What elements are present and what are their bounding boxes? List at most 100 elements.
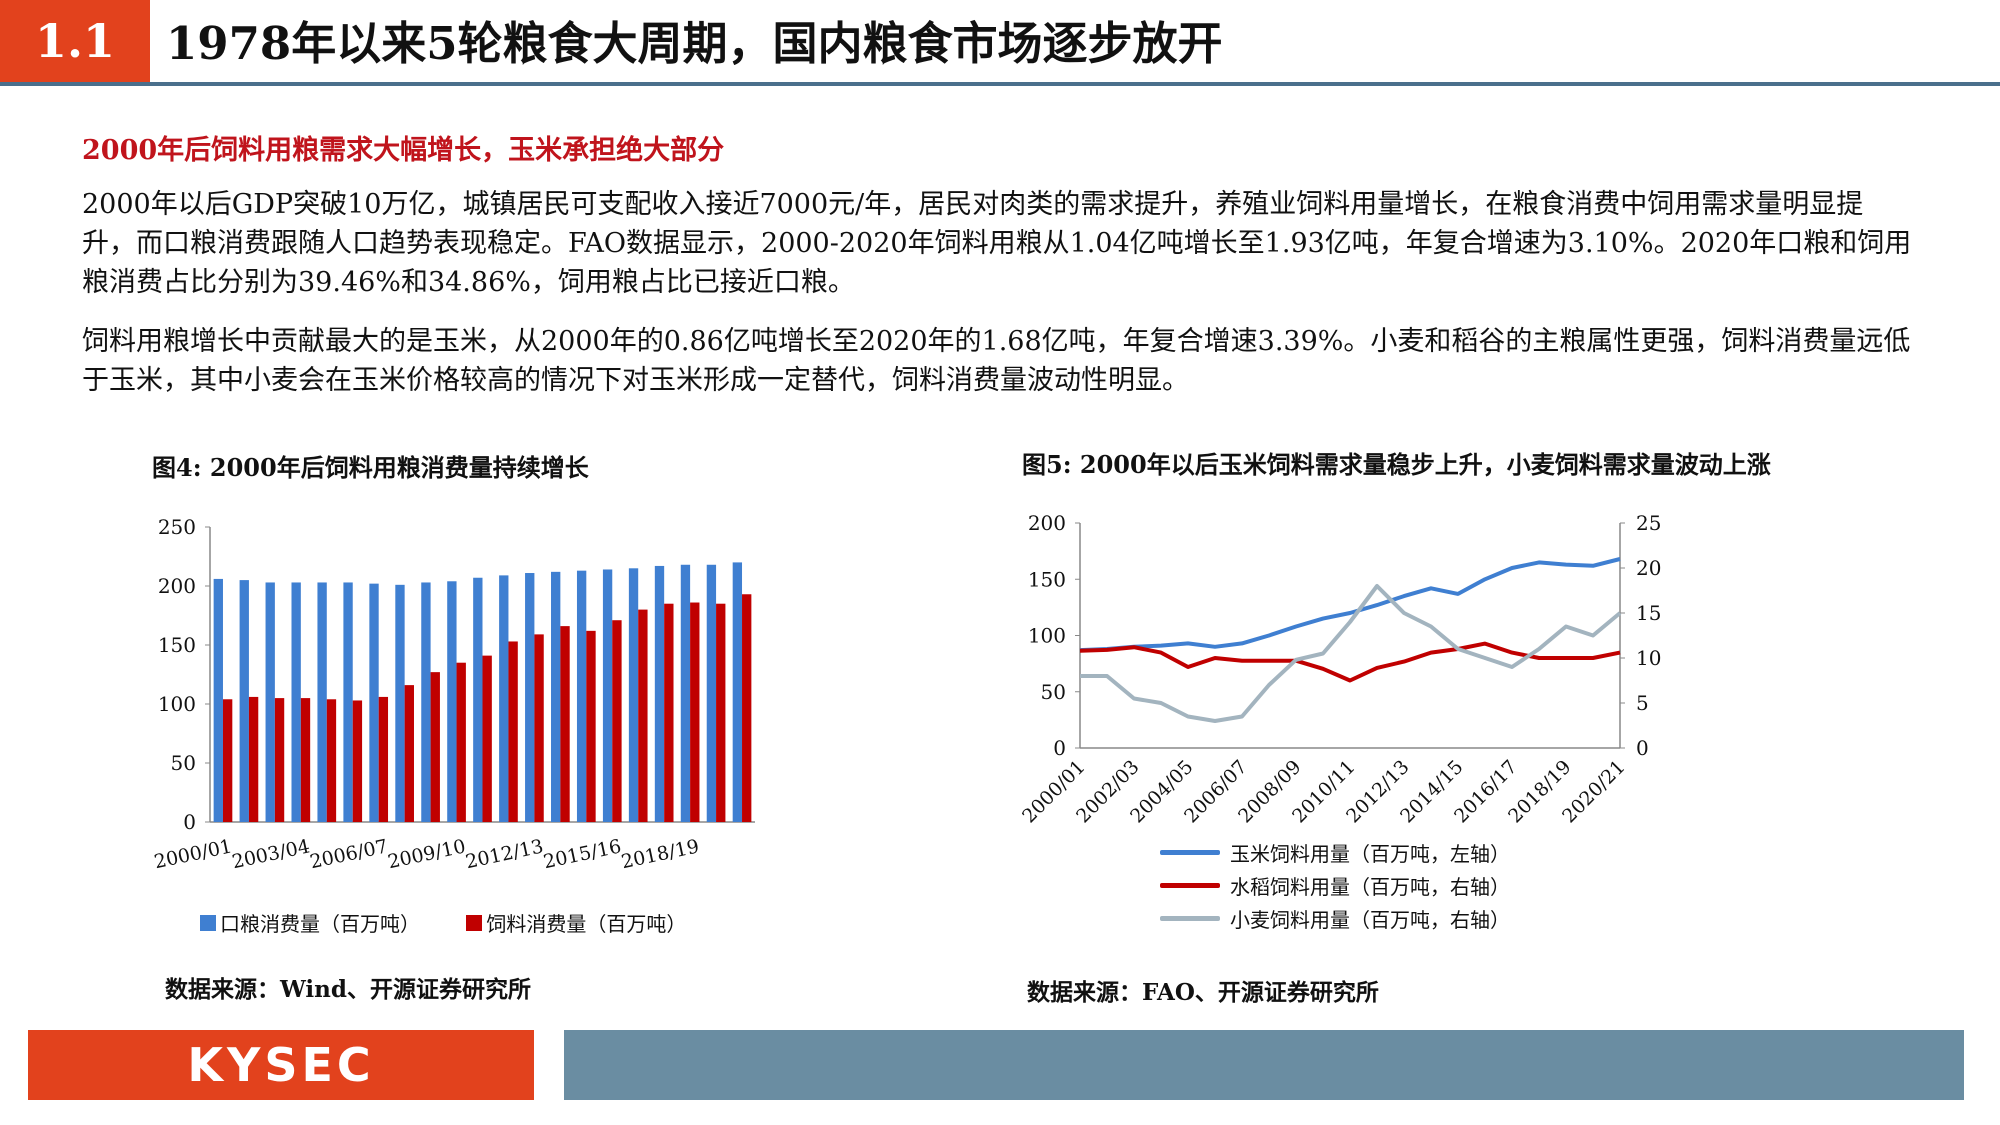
- bar-staple-grain: [499, 575, 509, 822]
- figure4-title: 图4: 2000年后饲料用粮消费量持续增长: [152, 453, 589, 482]
- right-tick-label: 5: [1636, 691, 1649, 715]
- bar-staple-grain: [628, 568, 639, 822]
- right-tick-label: 15: [1636, 601, 1661, 625]
- paragraph-1: 2000年以后GDP突破10万亿，城镇居民可支配收入接近7000元/年，居民对肉…: [82, 189, 1912, 298]
- legend-label: 玉米饲料用量（百万吨，左轴）: [1230, 842, 1510, 866]
- y-tick-label: 50: [171, 751, 196, 775]
- x-tick-label: 2009/10: [386, 835, 468, 873]
- legend-swatch: [200, 914, 216, 931]
- page-title: 1978年以来5轮粮食大周期，国内粮食市场逐步放开: [166, 17, 1223, 70]
- footer-bar: [564, 1030, 1964, 1100]
- bar-staple-grain: [654, 565, 665, 822]
- bar-feed-grain: [378, 696, 389, 822]
- bar-feed-grain: [612, 620, 622, 822]
- figure5-line-chart: 05010015020005101520252000/012002/032004…: [1020, 511, 1661, 827]
- legend-item-rice: 水稻饲料用量（百万吨，右轴）: [1160, 869, 1510, 902]
- figure5-source: 数据来源：FAO、开源证券研究所: [1027, 979, 1379, 1006]
- figure5-title: 图5: 2000年以后玉米饲料需求量稳步上升，小麦饲料需求量波动上涨: [1022, 450, 1771, 479]
- bar-feed-grain: [560, 626, 570, 822]
- bar-staple-grain: [602, 569, 613, 822]
- bar-feed-grain: [222, 699, 233, 822]
- bar-feed-grain: [742, 594, 752, 822]
- bar-staple-grain: [680, 564, 691, 822]
- left-tick-label: 200: [1028, 511, 1066, 535]
- bar-staple-grain: [706, 564, 717, 822]
- y-tick-label: 150: [158, 633, 196, 657]
- right-tick-label: 20: [1636, 556, 1661, 580]
- legend-item-wheat: 小麦饲料用量（百万吨，右轴）: [1160, 902, 1510, 935]
- bar-feed-grain: [690, 602, 700, 822]
- x-tick-label: 2012/13: [464, 835, 546, 873]
- legend-item-staple-grain: 口粮消费量（百万吨）: [200, 908, 420, 937]
- y-tick-label: 200: [158, 574, 196, 598]
- legend-line: [1160, 883, 1220, 888]
- bar-staple-grain: [447, 581, 457, 822]
- bar-feed-grain: [586, 630, 596, 822]
- bar-feed-grain: [248, 696, 259, 822]
- bar-feed-grain: [482, 655, 492, 822]
- left-tick-label: 150: [1028, 567, 1066, 591]
- line-wheat: [1080, 584, 1622, 723]
- legend-line: [1160, 916, 1220, 921]
- line-corn: [1079, 557, 1621, 653]
- bar-staple-grain: [473, 577, 483, 822]
- figure4-bar-chart: 0 50 100 150 200 250 2000/012003/042006/072009…: [152, 515, 755, 873]
- bar-staple-grain: [421, 582, 431, 822]
- x-tick-label: 2015/16: [542, 835, 624, 873]
- bar-feed-grain: [534, 634, 544, 822]
- legend-label: 饲料消费量（百万吨）: [486, 912, 687, 936]
- bar-staple-grain: [525, 573, 535, 822]
- right-tick-label: 25: [1636, 511, 1661, 535]
- section-number: 1.1: [0, 0, 150, 82]
- bar-feed-grain: [274, 698, 285, 822]
- legend-item-feed-grain: 饲料消费量（百万吨）: [466, 908, 686, 937]
- left-tick-label: 50: [1041, 680, 1066, 704]
- bar-staple-grain: [395, 584, 405, 822]
- bar-feed-grain: [508, 641, 518, 822]
- bar-feed-grain: [716, 603, 726, 822]
- legend-item-corn: 玉米饲料用量（百万吨，左轴）: [1160, 836, 1510, 869]
- bar-feed-grain: [664, 603, 674, 822]
- legend-label: 口粮消费量（百万吨）: [220, 912, 420, 936]
- x-tick-label: 2003/04: [230, 835, 312, 873]
- header-divider: [0, 82, 2000, 86]
- bar-staple-grain: [343, 582, 353, 822]
- x-tick-label: 2006/07: [308, 835, 390, 873]
- bar-staple-grain: [265, 582, 275, 822]
- left-tick-label: 100: [1028, 624, 1066, 648]
- sub-heading: 2000年后饲料用粮需求大幅增长，玉米承担绝大部分: [82, 135, 725, 166]
- bar-feed-grain: [430, 672, 440, 822]
- legend-line: [1160, 850, 1220, 855]
- y-tick-label: 100: [158, 692, 196, 716]
- legend-label: 水稻饲料用量（百万吨，右轴）: [1230, 875, 1510, 899]
- logo-text: KYSEC: [187, 1038, 375, 1092]
- right-tick-label: 10: [1636, 646, 1661, 670]
- figure5-legend: 玉米饲料用量（百万吨，左轴） 水稻饲料用量（百万吨，右轴） 小麦饲料用量（百万吨…: [1160, 836, 1510, 935]
- bar-staple-grain: [551, 571, 561, 822]
- bar-staple-grain: [291, 582, 301, 822]
- bar-feed-grain: [300, 698, 311, 822]
- legend-swatch: [466, 914, 483, 931]
- bar-feed-grain: [456, 662, 466, 822]
- x-tick-label: 2018/19: [619, 835, 701, 873]
- bar-feed-grain: [326, 699, 337, 822]
- kysec-logo: KYSEC: [28, 1030, 534, 1100]
- right-tick-label: 0: [1636, 736, 1649, 760]
- figure4-legend: 口粮消费量（百万吨） 饲料消费量（百万吨）: [200, 908, 726, 937]
- bar-staple-grain: [317, 582, 327, 822]
- y-tick-label: 0: [183, 810, 196, 834]
- legend-label: 小麦饲料用量（百万吨，右轴）: [1230, 908, 1510, 932]
- bar-feed-grain: [638, 609, 648, 822]
- left-tick-label: 0: [1053, 736, 1066, 760]
- bar-staple-grain: [369, 583, 379, 822]
- x-tick-label: 2000/01: [152, 835, 234, 873]
- bar-feed-grain: [404, 685, 414, 822]
- bar-staple-grain: [576, 570, 587, 822]
- y-tick-label: 250: [158, 515, 196, 539]
- bar-staple-grain: [213, 578, 223, 822]
- bar-staple-grain: [239, 580, 249, 822]
- figure4-source: 数据来源：Wind、开源证券研究所: [165, 976, 531, 1003]
- bar-staple-grain: [732, 562, 743, 822]
- bar-feed-grain: [352, 700, 363, 822]
- paragraph-2: 饲料用粮增长中贡献最大的是玉米，从2000年的0.86亿吨增长至2020年的1.…: [82, 326, 1911, 396]
